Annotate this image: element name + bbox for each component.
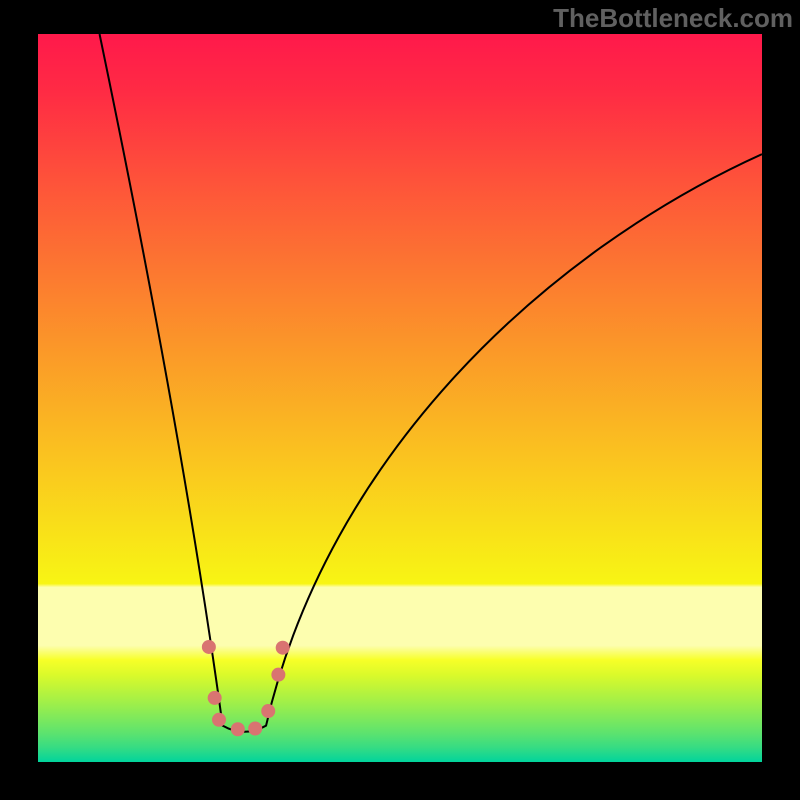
data-point: [208, 691, 222, 705]
data-point: [271, 668, 285, 682]
data-point: [231, 722, 245, 736]
data-point: [248, 722, 262, 736]
gradient-background: [38, 34, 762, 762]
data-point: [202, 640, 216, 654]
bottleneck-plot-area: [38, 34, 762, 762]
bottleneck-chart: [38, 34, 762, 762]
data-point: [212, 713, 226, 727]
data-point: [261, 704, 275, 718]
data-point: [276, 641, 290, 655]
watermark-text: TheBottleneck.com: [553, 3, 793, 34]
